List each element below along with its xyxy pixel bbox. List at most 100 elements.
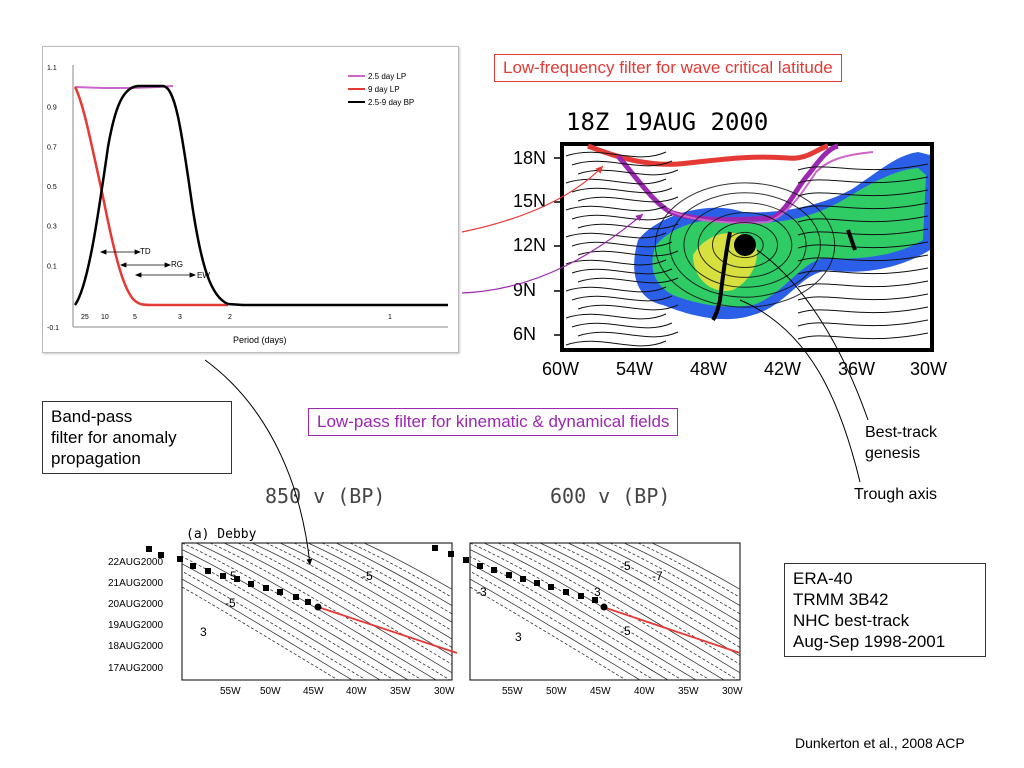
contour-line bbox=[293, 543, 452, 632]
c850-neg5b: -5 bbox=[225, 596, 236, 610]
propagation-line-850 bbox=[317, 606, 458, 654]
lon-label-30w: 30W bbox=[910, 359, 947, 379]
track-marker bbox=[263, 585, 269, 591]
date-17aug: 17AUG2000 bbox=[108, 663, 163, 674]
filter-response-svg: 1.1 0.9 0.7 0.5 0.3 0.1 -0.1 25 10 5 3 2 1 2.5 day … bbox=[47, 65, 448, 345]
streamline bbox=[797, 176, 929, 184]
contour-labels-850: 5 -5 -5 3 bbox=[200, 569, 373, 639]
contour-line bbox=[581, 543, 740, 632]
hov850-35w: 35W bbox=[390, 686, 411, 697]
streamline bbox=[797, 202, 929, 210]
c600-3a: 3 bbox=[594, 585, 601, 599]
y-tick-1: 0.9 bbox=[47, 105, 57, 112]
track-marker bbox=[506, 572, 512, 578]
lon-label-54w: 54W bbox=[616, 359, 653, 379]
contour-line bbox=[567, 543, 740, 640]
vortex-streamline bbox=[712, 222, 778, 268]
hov850-55w: 55W bbox=[220, 686, 241, 697]
track-marker bbox=[592, 597, 598, 603]
critical-latitude-purple-thin bbox=[667, 151, 874, 224]
hov600-50w: 50W bbox=[546, 686, 567, 697]
track-markers-850 bbox=[146, 546, 311, 605]
lat-label-12n: 12N bbox=[513, 235, 546, 255]
date-18aug: 18AUG2000 bbox=[108, 641, 163, 652]
streamline bbox=[797, 215, 929, 223]
hovmoller-svg: 850 v (BP) 600 v (BP) (a) Debby 22AUG200… bbox=[108, 484, 743, 697]
streamline bbox=[571, 322, 673, 329]
streamline bbox=[797, 163, 929, 171]
streamline bbox=[571, 160, 673, 167]
best-track-genesis-dot bbox=[734, 234, 756, 256]
contour-line bbox=[470, 563, 669, 680]
contour-line bbox=[651, 543, 740, 590]
contour-line bbox=[637, 543, 740, 598]
vortex-streamline bbox=[683, 202, 807, 288]
lon-label-36w: 36W bbox=[838, 359, 875, 379]
hovmoller-frame-850 bbox=[181, 542, 453, 681]
track-marker bbox=[520, 576, 526, 582]
trough-axis-east bbox=[846, 229, 857, 251]
hov600-30w: 30W bbox=[722, 686, 743, 697]
best-track-genesis-label: Best-track genesis bbox=[865, 422, 937, 464]
track-marker bbox=[277, 589, 283, 595]
y-tick-4: 0.3 bbox=[47, 224, 57, 231]
hov850-40w: 40W bbox=[346, 686, 367, 697]
hovmoller-title-850: 850 v (BP) bbox=[265, 484, 385, 508]
low-frequency-filter-label: Low-frequency filter for wave critical l… bbox=[494, 54, 842, 82]
track-marker bbox=[248, 581, 254, 587]
date-22aug: 22AUG2000 bbox=[108, 557, 163, 568]
track-marker bbox=[190, 563, 196, 569]
c600-neg3: -3 bbox=[476, 585, 487, 599]
contour-line bbox=[470, 549, 697, 680]
hovmoller-frame-600 bbox=[469, 542, 741, 681]
hov-lon-labels-850: 55W 50W 45W 40W 35W 30W bbox=[220, 686, 455, 697]
propagation-line-600 bbox=[602, 606, 741, 654]
band-label-rg: RG bbox=[171, 260, 183, 269]
track-marker bbox=[234, 576, 240, 582]
contour-line bbox=[182, 563, 381, 680]
track-marker bbox=[146, 546, 152, 552]
lon-label-42w: 42W bbox=[764, 359, 801, 379]
series-2-5-9-day-bp bbox=[73, 84, 448, 307]
citation: Dunkerton et al., 2008 ACP bbox=[795, 735, 965, 751]
lat-label-9n: 9N bbox=[513, 280, 536, 300]
streamline bbox=[577, 331, 679, 338]
dataset-era40: ERA-40 bbox=[793, 569, 853, 588]
contour-line bbox=[623, 543, 740, 607]
track-marker bbox=[220, 573, 226, 579]
track-marker bbox=[305, 599, 311, 605]
lon-labels: 60W 54W 48W 42W 36W 30W bbox=[542, 359, 947, 379]
contour-line bbox=[511, 543, 740, 674]
hov600-55w: 55W bbox=[502, 686, 523, 697]
c600-neg5a: -5 bbox=[620, 559, 631, 573]
x-tick-labels: 25 10 5 3 2 1 bbox=[81, 314, 392, 321]
streamline bbox=[565, 151, 667, 158]
contour-line bbox=[595, 543, 740, 623]
track-marker bbox=[548, 584, 554, 590]
hov600-45w: 45W bbox=[590, 686, 611, 697]
hovmoller-panels: 850 v (BP) 600 v (BP) (a) Debby 22AUG200… bbox=[100, 480, 760, 710]
low-pass-filter-label: Low-pass filter for kinematic & dynamica… bbox=[308, 408, 679, 436]
track-marker bbox=[448, 551, 454, 557]
x-tick-5: 1 bbox=[388, 314, 392, 321]
track-marker bbox=[432, 545, 438, 551]
c600-neg5b: -5 bbox=[620, 624, 631, 638]
contour-line bbox=[553, 543, 740, 648]
c850-neg5a: -5 bbox=[362, 569, 373, 583]
streamline bbox=[797, 241, 929, 249]
contours-600 bbox=[470, 543, 740, 680]
track-marker bbox=[491, 567, 497, 573]
contour-line bbox=[470, 578, 641, 680]
track-marker bbox=[205, 568, 211, 574]
contour-line bbox=[307, 543, 452, 623]
y-tick-3: 0.5 bbox=[47, 184, 57, 191]
best-track-line-1: Best-track bbox=[865, 424, 938, 441]
c600-neg7: -7 bbox=[652, 569, 663, 583]
hov600-35w: 35W bbox=[678, 686, 699, 697]
datasets-box: ERA-40 TRMM 3B42 NHC best-track Aug-Sep … bbox=[784, 563, 986, 657]
track-marker bbox=[177, 556, 183, 562]
lat-label-6n: 6N bbox=[513, 324, 536, 344]
dataset-nhc: NHC best-track bbox=[793, 611, 910, 630]
contour-line bbox=[349, 543, 452, 598]
contour-line bbox=[497, 543, 739, 680]
